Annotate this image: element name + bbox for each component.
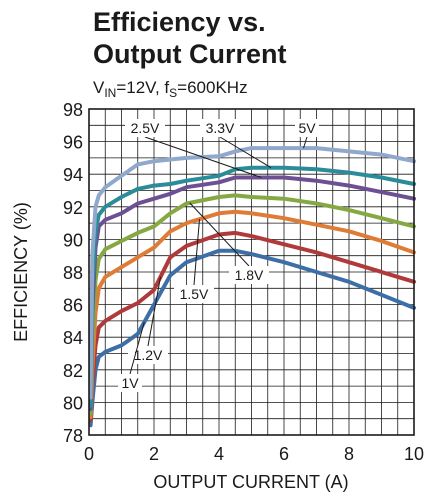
- series-line-1_2V: [88, 230, 416, 423]
- annotation-label: 2.5V: [131, 120, 160, 136]
- y-tick-label: 88: [63, 263, 83, 283]
- y-tick-label: 80: [63, 393, 83, 413]
- chart-subtitle: VIN=12V, fS=600KHz: [93, 78, 248, 100]
- annotation-leader: [189, 202, 250, 267]
- annotation-label-bg: [174, 285, 214, 303]
- y-tick-label: 92: [63, 198, 83, 218]
- annotation-label-bg: [125, 119, 165, 137]
- annotation-leader: [193, 219, 200, 286]
- y-axis-label: EFFICIENCY (%): [11, 202, 31, 342]
- annotation-label: 1.2V: [134, 347, 163, 363]
- annotation-leader: [144, 136, 262, 178]
- y-tick-label: 94: [63, 165, 83, 185]
- y-tick-label: 82: [63, 361, 83, 381]
- tick-labels: 0 2 4 6 8 10 78 80 82 84 86 88 90 92 94 96 98: [63, 100, 424, 464]
- annotation-label-bg: [128, 346, 168, 364]
- y-tick-label: 84: [63, 328, 83, 348]
- y-tick-label: 96: [63, 133, 83, 153]
- annotation-label: 3.3V: [206, 120, 235, 136]
- y-tick-label: 90: [63, 230, 83, 250]
- chart-title-line-1: Efficiency vs.: [93, 7, 266, 37]
- series-layer: [88, 146, 416, 428]
- series-annotations: 2.5V 3.3V 5V 1.8V 1.5V 1.2V 1V: [118, 119, 319, 392]
- series-line-3_3V: [88, 165, 416, 408]
- annotation-leader: [147, 276, 161, 347]
- series-line-2_5V: [88, 175, 416, 411]
- annotation-label: 1V: [121, 375, 139, 391]
- x-tick-label: 0: [84, 444, 94, 464]
- annotation-label-bg: [229, 266, 269, 284]
- annotation-leader: [303, 136, 308, 149]
- x-tick-label: 8: [344, 444, 354, 464]
- chart-title-line-2: Output Current: [93, 39, 286, 69]
- y-tick-label: 78: [63, 426, 83, 446]
- y-tick-label: 98: [63, 100, 83, 120]
- annotation-leader: [129, 322, 145, 375]
- x-tick-label: 4: [214, 444, 224, 464]
- plot-frame: [88, 108, 415, 436]
- annotation-label: 1.5V: [180, 286, 209, 302]
- annotation-label-bg: [295, 119, 319, 137]
- series-line-1V: [88, 248, 416, 428]
- x-tick-label: 10: [404, 444, 424, 464]
- annotation-label-bg: [200, 119, 240, 137]
- series-line-1_5V: [88, 209, 416, 420]
- annotation-label-bg: [118, 374, 142, 392]
- x-tick-label: 6: [279, 444, 289, 464]
- y-tick-label: 86: [63, 296, 83, 316]
- annotation-label: 5V: [298, 120, 316, 136]
- series-line-1_8V: [88, 193, 416, 416]
- series-line-5V: [88, 146, 416, 400]
- annotation-leader: [219, 136, 272, 169]
- x-axis-label: OUTPUT CURRENT (A): [153, 472, 348, 492]
- annotation-label: 1.8V: [235, 267, 264, 283]
- x-tick-label: 2: [149, 444, 159, 464]
